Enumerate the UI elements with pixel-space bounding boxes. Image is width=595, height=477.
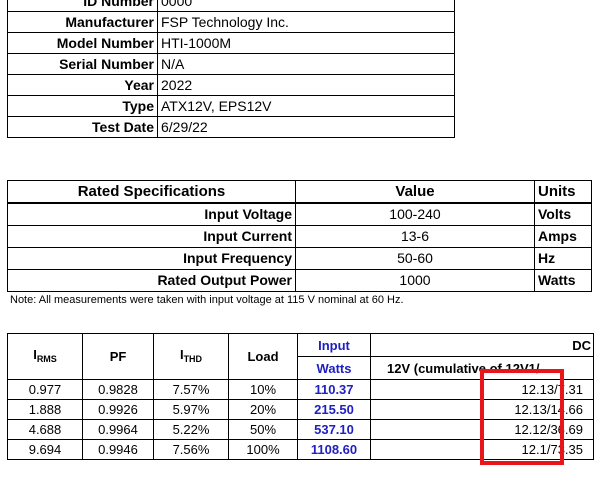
info-label: ID Number bbox=[7, 0, 158, 12]
rated-label: Input Current bbox=[7, 225, 296, 248]
rated-row: Input Current 13-6 Amps bbox=[7, 225, 592, 248]
info-label: Year bbox=[7, 74, 158, 96]
ithd-cell: 5.97% bbox=[153, 399, 229, 420]
irms-cell: 4.688 bbox=[7, 419, 83, 440]
meas-header-row: IRMS PF ITHD Load Input DC bbox=[7, 333, 594, 380]
info-value: N/A bbox=[161, 56, 185, 72]
rated-header-row: Rated Specifications Value Units bbox=[7, 180, 592, 204]
rated-header-units: Units bbox=[534, 180, 592, 204]
rated-unit: Hz bbox=[534, 247, 592, 270]
input-watts-header-1: Input bbox=[297, 333, 371, 357]
input-watts-cell: 110.37 bbox=[297, 379, 371, 400]
rated-value: 100-240 bbox=[295, 203, 535, 226]
rated-row: Input Voltage 100-240 Volts bbox=[7, 203, 592, 226]
info-row: Serial Number N/A bbox=[7, 53, 455, 75]
load-header: Load bbox=[228, 333, 298, 380]
rated-label: Rated Output Power bbox=[7, 269, 296, 292]
pf-cell: 0.9964 bbox=[82, 419, 154, 440]
measurement-note: Note: All measurements were taken with i… bbox=[10, 294, 404, 306]
input-watts-header-2: Watts bbox=[297, 356, 371, 380]
info-value: FSP Technology Inc. bbox=[161, 14, 289, 30]
rated-specifications-table: Rated Specifications Value Units Input V… bbox=[7, 180, 592, 292]
dc-header: DC bbox=[370, 333, 594, 357]
input-watts-cell: 215.50 bbox=[297, 399, 371, 420]
load-cell: 50% bbox=[228, 419, 298, 440]
info-value: 0000 bbox=[161, 0, 193, 9]
info-value: HTI-1000M bbox=[161, 35, 232, 51]
load-cell: 20% bbox=[228, 399, 298, 420]
irms-cell: 0.977 bbox=[7, 379, 83, 400]
rated-label: Input Frequency bbox=[7, 247, 296, 270]
load-cell: 100% bbox=[228, 439, 298, 460]
rated-row: Input Frequency 50-60 Hz bbox=[7, 247, 592, 270]
info-row: ID Number 0000 bbox=[7, 0, 455, 12]
ithd-cell: 5.22% bbox=[153, 419, 229, 440]
rated-value: 1000 bbox=[295, 269, 535, 292]
info-row: Model Number HTI-1000M bbox=[7, 32, 455, 54]
ithd-cell: 7.57% bbox=[153, 379, 229, 400]
info-row: Type ATX12V, EPS12V bbox=[7, 95, 455, 117]
load-cell: 10% bbox=[228, 379, 298, 400]
irms-header: IRMS bbox=[7, 333, 83, 380]
rated-label: Input Voltage bbox=[7, 203, 296, 226]
measurements-table: IRMS PF ITHD Load Input DC Watts 12V (cu… bbox=[7, 333, 594, 460]
info-value: 2022 bbox=[161, 77, 193, 93]
info-label: Manufacturer bbox=[7, 11, 158, 33]
input-watts-cell: 1108.60 bbox=[297, 439, 371, 460]
info-label: Model Number bbox=[7, 32, 158, 54]
info-row: Test Date 6/29/22 bbox=[7, 116, 455, 138]
info-row: Year 2022 bbox=[7, 74, 455, 96]
info-label: Type bbox=[7, 95, 158, 117]
rated-value: 13-6 bbox=[295, 225, 535, 248]
info-row: Manufacturer FSP Technology Inc. bbox=[7, 11, 455, 33]
pf-header: PF bbox=[82, 333, 154, 380]
pf-cell: 0.9828 bbox=[82, 379, 154, 400]
irms-cell: 1.888 bbox=[7, 399, 83, 420]
rated-value: 50-60 bbox=[295, 247, 535, 270]
pf-cell: 0.9946 bbox=[82, 439, 154, 460]
rated-row: Rated Output Power 1000 Watts bbox=[7, 269, 592, 292]
pf-cell: 0.9926 bbox=[82, 399, 154, 420]
ithd-cell: 7.56% bbox=[153, 439, 229, 460]
device-info-table: ID Number 0000 Manufacturer FSP Technology … bbox=[7, 0, 455, 138]
info-label: Test Date bbox=[7, 116, 158, 138]
highlight-box bbox=[480, 369, 564, 465]
irms-cell: 9.694 bbox=[7, 439, 83, 460]
ithd-header: ITHD bbox=[153, 333, 229, 380]
info-value: 6/29/22 bbox=[161, 119, 208, 135]
rated-header-spec: Rated Specifications bbox=[7, 180, 296, 204]
measurement-row: 4.688 0.9964 5.22% 50% 537.10 12.12/36.69 bbox=[7, 419, 594, 440]
measurement-row: 9.694 0.9946 7.56% 100% 1108.60 12.1/73.35 bbox=[7, 439, 594, 460]
rated-unit: Volts bbox=[534, 203, 592, 226]
input-watts-cell: 537.10 bbox=[297, 419, 371, 440]
info-label: Serial Number bbox=[7, 53, 158, 75]
info-value: ATX12V, EPS12V bbox=[161, 98, 272, 114]
rated-header-value: Value bbox=[295, 180, 535, 204]
rated-unit: Watts bbox=[534, 269, 592, 292]
rated-unit: Amps bbox=[534, 225, 592, 248]
